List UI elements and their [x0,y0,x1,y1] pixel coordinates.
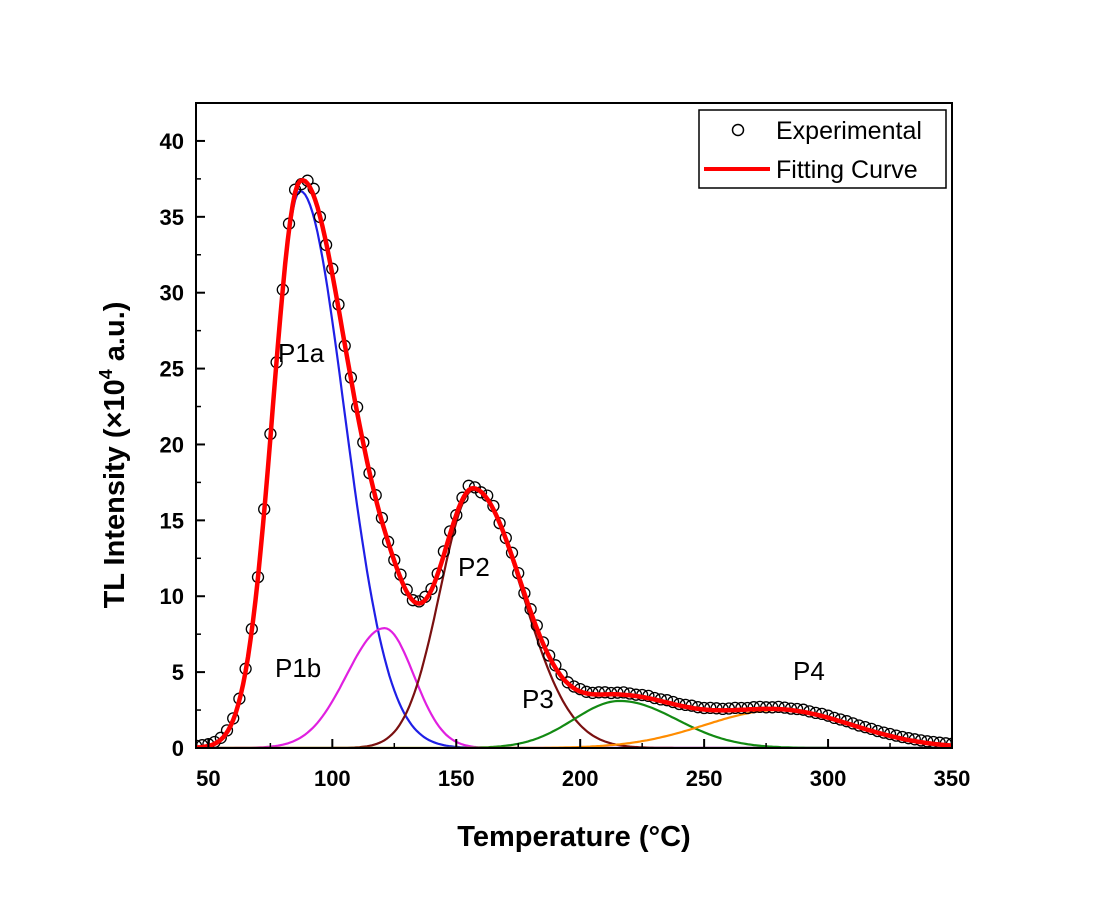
x-tick-label: 200 [562,766,599,791]
axis-ticks: 50 100 150 200 250 300 350 0 5 10 15 20 25 30 35 40 [160,129,971,791]
component-curve-p4 [196,709,952,748]
peak-labels: P1a P1b P2 P3 P4 [275,338,825,714]
experimental-point [561,676,574,689]
x-tick-label: 250 [686,766,723,791]
x-tick-label: 50 [196,766,220,791]
y-tick-label: 40 [160,129,184,154]
y-tick-label: 35 [160,205,184,230]
experimental-point [406,594,420,607]
legend-box [698,109,947,189]
component-curve-p1b [196,626,952,748]
y-tick-label: 25 [160,357,184,382]
peak-label-p4: P4 [793,656,825,686]
x-tick-label: 150 [438,766,475,791]
x-tick-label: 300 [810,766,847,791]
y-tick-label: 20 [160,432,184,457]
x-axis-title: Temperature (°C) [457,821,690,853]
y-tick-label: 5 [172,660,184,685]
legend: Experimental Fitting Curve [698,109,947,189]
legend-fit-label: Fitting Curve [776,156,918,184]
peak-label-p2: P2 [458,552,490,582]
y-axis-title-tail: a.u.) [99,302,131,370]
legend-experimental-label: Experimental [776,117,922,145]
peak-label-p3: P3 [522,684,554,714]
y-tick-label: 0 [172,736,184,761]
plot-area [196,174,952,748]
y-tick-label: 15 [160,508,184,533]
y-axis-title-main: TL Intensity (×10 [99,379,131,608]
plot-frame [195,102,953,749]
component-curve-p2 [196,488,952,748]
component-curve-p1a [196,189,952,748]
peak-label-p1a: P1a [278,338,325,368]
plot-series-group [196,174,952,748]
experimental-point [214,731,227,744]
x-tick-label: 100 [314,766,351,791]
y-tick-label: 10 [160,584,184,609]
y-tick-label: 30 [160,281,184,306]
peak-label-p1b: P1b [275,653,321,683]
experimental-point [474,486,488,499]
legend-experimental-marker [731,123,745,137]
y-axis-title-sup: 4 [96,369,116,379]
x-tick-label: 350 [934,766,971,791]
fitting-curve [196,177,952,748]
y-axis-title: TL Intensity (×104 a.u.) [96,302,131,609]
